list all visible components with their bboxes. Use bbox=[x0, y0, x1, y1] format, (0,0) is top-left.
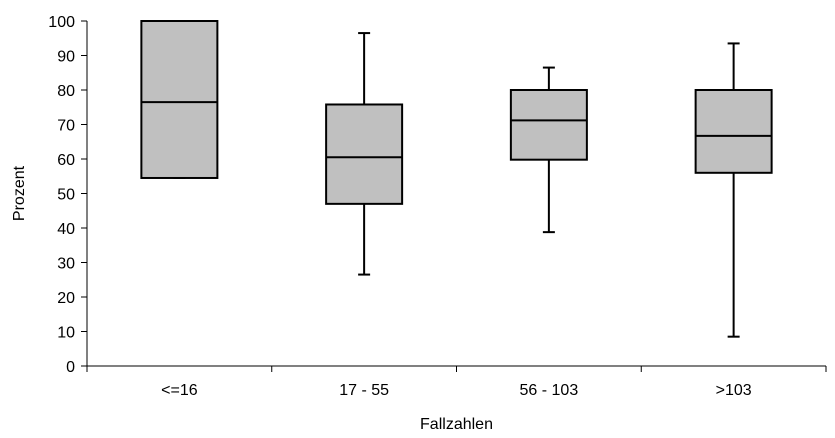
y-tick-label: 60 bbox=[57, 152, 75, 169]
box-1 bbox=[140, 20, 219, 179]
y-axis-title: Prozent bbox=[11, 165, 28, 221]
y-tick-label: 20 bbox=[57, 290, 75, 307]
x-tick-label: 56 - 103 bbox=[520, 382, 579, 399]
x-tick-label: >103 bbox=[716, 382, 752, 399]
box-series bbox=[140, 20, 773, 338]
y-tick-label: 0 bbox=[66, 359, 75, 376]
x-axis-ticks: <=16 17 - 55 56 - 103 >103 bbox=[86, 366, 827, 399]
x-tick-label: <=16 bbox=[161, 382, 198, 399]
box-3 bbox=[509, 66, 588, 234]
y-tick-label: 100 bbox=[48, 14, 75, 31]
x-tick-label: 17 - 55 bbox=[339, 382, 389, 399]
y-tick-label: 10 bbox=[57, 325, 75, 342]
y-tick-label: 80 bbox=[57, 83, 75, 100]
iqr-box bbox=[140, 20, 219, 179]
y-tick-label: 70 bbox=[57, 118, 75, 135]
y-tick-label: 90 bbox=[57, 49, 75, 66]
y-tick-label: 50 bbox=[57, 187, 75, 204]
y-tick-label: 30 bbox=[57, 256, 75, 273]
y-tick-label: 40 bbox=[57, 221, 75, 238]
y-axis-ticks: 0 10 20 30 40 50 60 70 80 90 100 bbox=[48, 14, 87, 376]
iqr-box bbox=[694, 89, 773, 174]
iqr-box bbox=[325, 103, 404, 205]
x-axis-title: Fallzahlen bbox=[420, 416, 493, 433]
iqr-box bbox=[509, 89, 588, 161]
box-4 bbox=[694, 42, 773, 338]
box-2 bbox=[325, 32, 404, 276]
